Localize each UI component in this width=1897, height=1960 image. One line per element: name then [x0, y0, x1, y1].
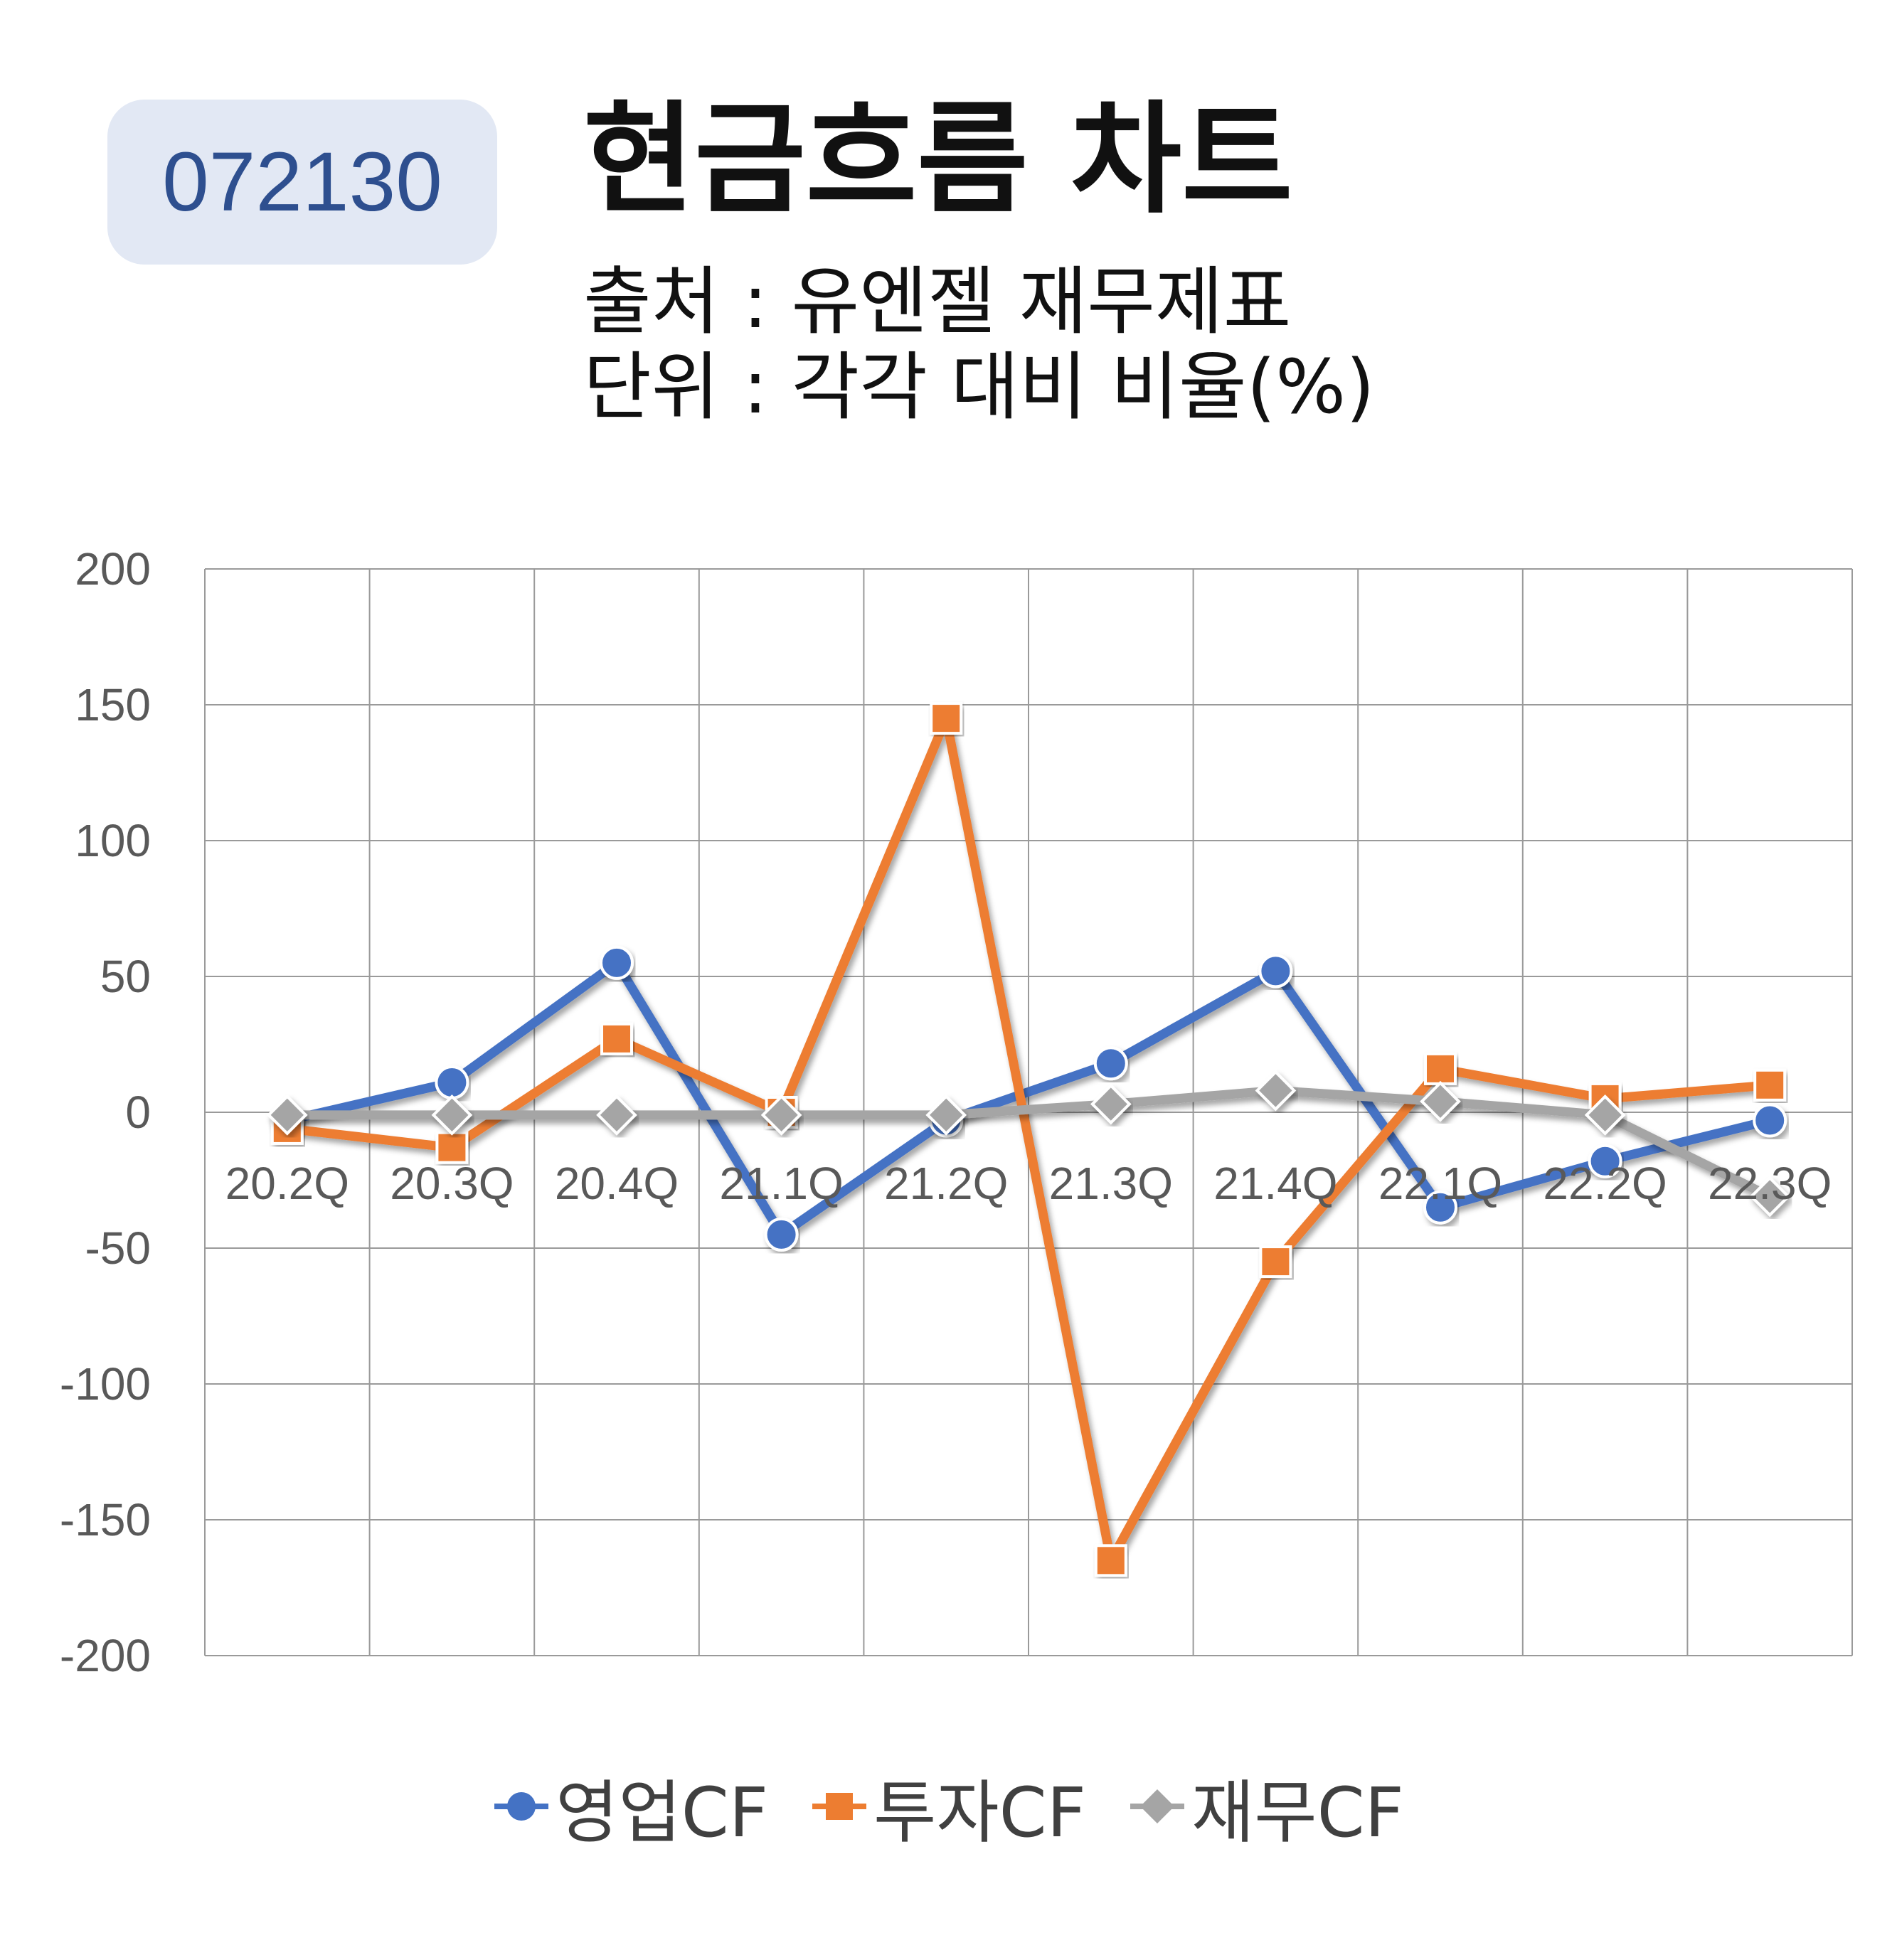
series-layer [266, 702, 1791, 1577]
y-tick-label: -100 [60, 1358, 151, 1410]
grid [204, 568, 1853, 1656]
data-point-0-6 [1258, 954, 1293, 989]
data-point-0-9 [1753, 1103, 1787, 1138]
data-point-2-0 [266, 1094, 308, 1136]
series-line-2 [282, 1085, 1775, 1201]
data-point-0-2 [600, 945, 634, 980]
data-point-2-8 [1584, 1094, 1626, 1136]
data-point-1-7 [1424, 1052, 1457, 1085]
data-point-0-8 [1588, 1144, 1622, 1178]
unit-line: 단위 : 각각 대비 비율(%) [583, 343, 1375, 430]
data-point-2-5 [1090, 1083, 1132, 1125]
y-tick-label: -200 [60, 1630, 151, 1681]
y-tick-label: -150 [60, 1494, 151, 1545]
page-title: 현금흐름 차트 [583, 90, 1293, 230]
data-point-2-4 [925, 1094, 967, 1136]
x-tick-label: 22.3Q [1708, 1158, 1832, 1209]
data-point-1-6 [1259, 1245, 1292, 1279]
data-point-1-9 [1753, 1068, 1787, 1102]
x-tick-label: 20.4Q [555, 1158, 679, 1209]
x-axis: 20.2Q 20.3Q 20.4Q 21.1Q 21.2Q 21.3Q 21.4Q 22.1Q… [225, 1158, 1832, 1209]
data-point-1-1 [435, 1131, 469, 1164]
data-point-0-5 [1093, 1046, 1128, 1081]
legend-item-2: 재무CF [1129, 1757, 1404, 1856]
series-line-0 [282, 958, 1775, 1240]
source-line: 출처 : 유엔젤 재무제표 [583, 258, 1292, 345]
x-tick-label: 21.3Q [1049, 1158, 1173, 1209]
x-tick-label: 20.3Q [390, 1158, 514, 1209]
data-point-1-2 [600, 1022, 633, 1055]
legend-item-0: 영업CF [493, 1757, 768, 1856]
legend-swatch-icon [494, 1792, 549, 1821]
stock-code-badge: 072130 [107, 100, 497, 265]
x-tick-label: 21.4Q [1213, 1158, 1337, 1209]
x-tick-label: 21.1Q [719, 1158, 843, 1209]
data-point-2-1 [431, 1094, 473, 1136]
legend-swatch-icon [1130, 1789, 1184, 1823]
data-point-2-6 [1255, 1070, 1297, 1112]
data-point-0-1 [435, 1065, 469, 1099]
legend-item-1: 투자CF [811, 1757, 1086, 1856]
legend-label: 재무CF [1191, 1772, 1404, 1853]
series-line-1 [282, 713, 1775, 1565]
legend-label: 투자CF [873, 1772, 1086, 1853]
y-axis: 200 150 100 50 0 -50 -100 -150 -200 [60, 543, 151, 1681]
data-point-1-5 [1094, 1544, 1127, 1577]
x-tick-label: 21.2Q [884, 1158, 1008, 1209]
data-point-1-4 [930, 702, 963, 735]
y-tick-label: 150 [75, 679, 151, 730]
legend-label: 영업CF [556, 1772, 769, 1853]
data-point-2-9 [1749, 1176, 1791, 1218]
y-tick-label: 50 [100, 951, 151, 1002]
x-tick-label: 22.1Q [1378, 1158, 1502, 1209]
x-tick-label: 22.2Q [1543, 1158, 1667, 1209]
data-point-2-2 [596, 1094, 637, 1136]
y-tick-label: -50 [85, 1223, 152, 1274]
legend-swatch-icon [812, 1793, 867, 1820]
legend: 영업CF 투자CF 재무CF [0, 1764, 1897, 1853]
data-point-2-7 [1420, 1080, 1461, 1122]
y-tick-label: 0 [125, 1087, 151, 1138]
data-point-0-7 [1423, 1190, 1457, 1225]
data-point-0-3 [764, 1217, 799, 1252]
data-point-2-3 [760, 1094, 802, 1136]
x-tick-label: 20.2Q [225, 1158, 349, 1209]
y-tick-label: 100 [75, 815, 151, 866]
y-tick-label: 200 [75, 543, 151, 595]
